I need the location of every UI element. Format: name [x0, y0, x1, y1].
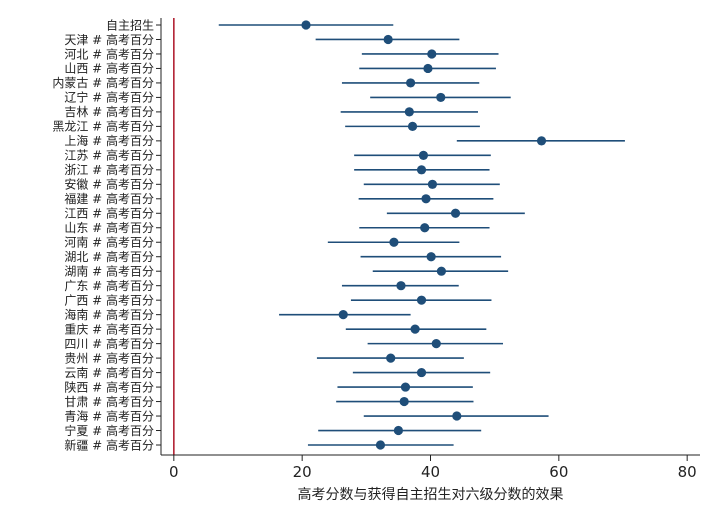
category-label: 甘肃 # 高考百分	[64, 394, 154, 409]
estimate-point	[450, 208, 461, 218]
estimate-point	[301, 20, 311, 30]
category-label: 自主招生	[106, 18, 154, 32]
category-label: 安徽 # 高考百分	[64, 177, 154, 192]
estimate-point	[396, 281, 406, 291]
estimate-point	[536, 136, 547, 146]
estimate-point	[436, 266, 447, 276]
estimate-point	[421, 194, 431, 204]
category-label: 黑龙江 # 高考百分	[52, 119, 154, 134]
estimate-point	[410, 324, 420, 334]
estimate-point	[393, 425, 404, 436]
category-label: 山西 # 高考百分	[64, 61, 154, 76]
estimate-point	[427, 179, 438, 189]
estimate-point	[399, 396, 409, 407]
estimate-point	[416, 295, 427, 305]
category-label: 广东 # 高考百分	[64, 278, 154, 293]
category-label: 上海 # 高考百分	[64, 133, 154, 148]
estimate-point	[389, 237, 399, 247]
estimate-point	[407, 121, 418, 131]
x-tick-label: 80	[678, 463, 697, 481]
x-tick-label: 0	[169, 463, 179, 481]
category-label: 河北 # 高考百分	[64, 46, 154, 61]
confidence-intervals	[218, 24, 625, 446]
estimate-point	[386, 353, 396, 363]
estimate-point	[404, 107, 414, 117]
estimate-point	[436, 92, 446, 103]
category-label: 海南 # 高考百分	[64, 307, 154, 322]
estimate-point	[420, 223, 430, 233]
estimate-point	[383, 34, 393, 45]
category-label: 天津 # 高考百分	[64, 32, 154, 47]
category-label: 重庆 # 高考百分	[64, 321, 154, 336]
category-label: 江苏 # 高考百分	[64, 148, 154, 163]
category-label: 宁夏 # 高考百分	[64, 423, 154, 438]
estimate-point	[338, 310, 348, 320]
estimate-point	[427, 49, 437, 59]
category-label: 四川 # 高考百分	[64, 336, 154, 351]
x-axis-title: 高考分数与获得自主招生对六级分数的效果	[298, 486, 564, 503]
x-tick-label: 20	[293, 463, 312, 481]
x-tick-label: 60	[549, 463, 568, 481]
estimate-point	[406, 78, 416, 88]
estimate-point	[431, 339, 441, 349]
category-label: 吉林 # 高考百分	[64, 104, 154, 119]
category-label: 河南 # 高考百分	[64, 235, 154, 250]
category-label: 福建 # 高考百分	[64, 191, 154, 206]
estimate-point	[423, 63, 433, 74]
category-label: 浙江 # 高考百分	[64, 162, 154, 177]
category-label: 贵州 # 高考百分	[64, 350, 154, 365]
estimate-point	[452, 411, 462, 421]
category-label: 新疆 # 高考百分	[64, 437, 154, 452]
category-label: 辽宁 # 高考百分	[64, 90, 154, 105]
x-tick-label: 40	[421, 463, 440, 481]
estimate-point	[416, 367, 427, 378]
category-label: 青海 # 高考百分	[64, 408, 154, 423]
category-label: 湖南 # 高考百分	[64, 264, 154, 279]
estimate-point	[400, 382, 411, 392]
category-label: 云南 # 高考百分	[64, 365, 154, 380]
point-estimates	[301, 20, 547, 450]
estimate-point	[416, 165, 427, 175]
category-label: 内蒙古 # 高考百分	[52, 75, 154, 90]
estimate-point	[426, 252, 436, 262]
category-label: 陕西 # 高考百分	[64, 379, 154, 394]
category-label: 湖北 # 高考百分	[64, 249, 154, 264]
category-label: 江西 # 高考百分	[64, 206, 154, 221]
category-label: 山东 # 高考百分	[64, 220, 154, 235]
category-label: 广西 # 高考百分	[64, 292, 154, 307]
estimate-point	[375, 440, 386, 450]
estimate-point	[418, 150, 429, 160]
x-axis-ticks: 0 20 40 60 80	[169, 455, 697, 481]
